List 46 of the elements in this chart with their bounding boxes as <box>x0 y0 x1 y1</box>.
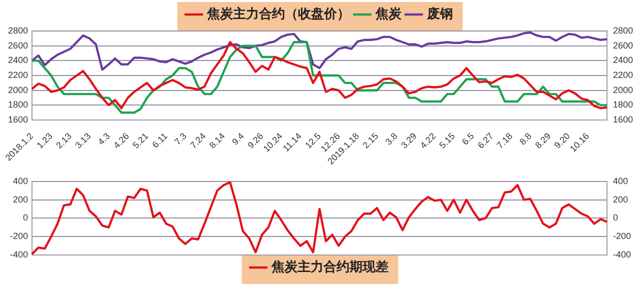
y2-tick-label: 1600 <box>613 114 634 125</box>
y-tick-label: 2600 <box>8 40 28 50</box>
x-tick-label: 3.29 <box>399 130 419 150</box>
y-tick-label: 0 <box>22 212 28 223</box>
x-tick-label: 4.26 <box>112 130 132 150</box>
x-tick-label: 8.8 <box>518 130 534 147</box>
y2-tick-label: 2000 <box>613 84 634 95</box>
y-tick-label: 200 <box>12 194 28 204</box>
y2-tick-label: 2600 <box>613 40 634 50</box>
y2-tick-label: 200 <box>613 194 628 204</box>
x-tick-label: 5.21 <box>130 130 150 150</box>
x-tick-label: 4.22 <box>418 130 438 150</box>
x-tick-label: 6.11 <box>150 130 170 150</box>
y-tick-label: 400 <box>12 176 28 186</box>
y-tick-label: 2800 <box>8 25 28 36</box>
x-tick-label: 9.20 <box>552 130 572 150</box>
y-tick-label: -200 <box>10 231 28 242</box>
legend-label: 焦炭 <box>374 6 402 22</box>
y2-tick-label: 0 <box>613 212 618 223</box>
legend-label: 废钢 <box>426 6 453 22</box>
legend-label: 焦炭主力合约期现差 <box>270 259 388 274</box>
x-tick-label: 7.18 <box>494 130 514 150</box>
x-tick-label: 6.5 <box>460 130 476 147</box>
x-tick-label: 7.24 <box>188 130 208 150</box>
x-tick-label: 7.3 <box>172 130 189 147</box>
x-tick-label: 9.4 <box>230 130 246 147</box>
y-tick-label: -400 <box>10 249 28 260</box>
y2-tick-label: 1800 <box>613 100 634 110</box>
y-tick-label: 2200 <box>8 70 28 80</box>
y2-tick-label: 2800 <box>613 25 634 36</box>
y-tick-label: 1800 <box>8 100 28 110</box>
x-tick-label: 4.3 <box>96 130 112 147</box>
y2-tick-label: 400 <box>613 176 628 186</box>
legend-label: 焦炭主力合约（收盘价） <box>206 6 350 22</box>
x-tick-label: 3.13 <box>73 130 93 150</box>
y-tick-label: 1600 <box>8 114 28 125</box>
x-tick-label: 9.26 <box>246 130 266 150</box>
x-tick-label: 3.8 <box>383 130 400 147</box>
y-tick-label: 2400 <box>8 55 28 66</box>
x-tick-label: 8.29 <box>533 130 553 150</box>
y2-tick-label: -400 <box>613 249 632 260</box>
y2-tick-label: 2400 <box>613 55 634 66</box>
x-tick-label: 8.14 <box>207 130 227 150</box>
y2-tick-label: 2200 <box>613 70 634 80</box>
y-tick-label: 2000 <box>8 84 28 95</box>
y2-tick-label: -200 <box>613 231 632 242</box>
